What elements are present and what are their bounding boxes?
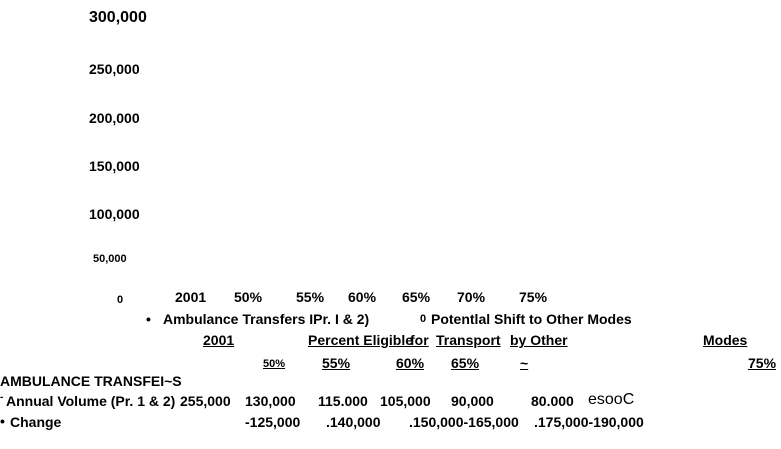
x-tick-label: 50%: [234, 289, 263, 305]
legend-bullet: •: [146, 311, 151, 327]
x-tick-label: 2001: [175, 289, 207, 305]
table-subheader: 50%: [263, 358, 286, 370]
y-tick-label: 250,000: [89, 61, 140, 77]
table-cell: .150,000-165,000: [409, 414, 519, 430]
table-header: 2001: [203, 332, 235, 348]
table-header: Modes: [703, 332, 748, 348]
table-subheader: 55%: [322, 355, 351, 371]
table-cell: -125,000: [245, 414, 301, 430]
table-cell: .175,000-190,000: [534, 414, 644, 430]
table-cell: 105,000: [380, 393, 431, 409]
legend-series-1: Ambulance Transfers IPr. I & 2): [163, 311, 370, 327]
table-cell: .140,000: [326, 414, 381, 430]
table-header: Transport: [436, 332, 501, 348]
y-tick-label: 150,000: [89, 158, 140, 174]
table-cell: Change: [10, 414, 62, 430]
legend-series-2: Potentlal Shift to Other Modes: [431, 311, 632, 327]
row-bullet: -: [0, 392, 4, 403]
section-title: AMBULANCE TRANSFEI~S: [0, 373, 182, 389]
y-tick-label: 300,000: [89, 9, 147, 26]
y-tick-label: 100,000: [89, 206, 140, 222]
table-cell: Annual Volume (Pr. 1 & 2): [6, 393, 176, 409]
legend-marker: 0: [420, 313, 427, 325]
x-tick-label: 65%: [402, 289, 431, 305]
table-cell: 80.000: [531, 393, 574, 409]
table-header: for: [410, 332, 429, 348]
x-tick-label: 75%: [519, 289, 548, 305]
y-tick-label: 50,000: [93, 253, 127, 265]
table-subheader: 75%: [748, 355, 777, 371]
table-subheader: 65%: [451, 355, 480, 371]
y-tick-label: 200,000: [89, 110, 140, 126]
x-tick-label: 70%: [457, 289, 486, 305]
y-tick-label: 0: [117, 294, 124, 306]
table-cell: esooC: [588, 391, 635, 408]
table-cell: 130,000: [245, 393, 296, 409]
table-subheader: 60%: [396, 355, 425, 371]
table-subheader: ~: [520, 355, 529, 371]
row-bullet: •: [0, 413, 5, 429]
table-header: Percent Eligible: [308, 332, 414, 348]
x-tick-label: 55%: [296, 289, 325, 305]
table-cell: 115.000: [318, 393, 368, 409]
table-header: by Other: [510, 332, 568, 348]
table-cell: 255,000: [180, 393, 231, 409]
x-tick-label: 60%: [348, 289, 377, 305]
table-cell: 90,000: [451, 393, 494, 409]
